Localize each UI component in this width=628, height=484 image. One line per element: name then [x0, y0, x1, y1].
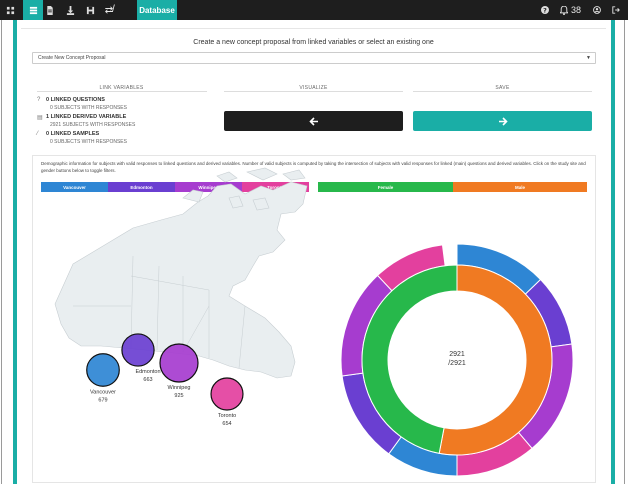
concept-proposal-panel: Create a new concept proposal from linke…: [21, 28, 606, 483]
bubble-value: 679: [98, 397, 107, 403]
bubble-vancouver[interactable]: [86, 353, 120, 387]
demographics-visualization: Vancouver 679 Edmonton 663 Winnipeg 925 Toront…: [54, 167, 574, 477]
bell-icon[interactable]: [559, 0, 569, 20]
stat-subtitle: 0 SUBJECTS WITH RESPONSES: [50, 139, 127, 145]
bubble-label: Vancouver: [90, 389, 116, 395]
next-button[interactable]: [413, 111, 592, 131]
tab-database[interactable]: Database: [137, 0, 177, 20]
donut-inner-female[interactable]: [361, 264, 458, 454]
breadcrumb-separator: /: [112, 4, 115, 15]
section-divider: [37, 91, 207, 92]
document-icon[interactable]: [40, 0, 60, 20]
site-bubbles: Vancouver 679 Edmonton 663 Winnipeg 925 Toront…: [86, 333, 244, 427]
table-icon: ▤: [37, 115, 43, 121]
logout-icon[interactable]: [610, 0, 622, 20]
stat-subtitle: 0 SUBJECTS WITH RESPONSES: [50, 105, 127, 111]
svg-text:?: ?: [543, 6, 547, 14]
bubble-toronto[interactable]: [210, 377, 244, 411]
section-save: SAVE: [495, 85, 510, 91]
bubble-edmonton[interactable]: [121, 333, 155, 367]
bubble-label: Edmonton: [135, 369, 160, 375]
notification-count[interactable]: 38: [570, 5, 581, 15]
filter-winnipeg[interactable]: Winnipeg: [175, 182, 242, 192]
demographics-description: Demographic information for subjects wit…: [41, 161, 586, 173]
left-frame-line: [1, 20, 2, 484]
filter-female[interactable]: Female: [318, 182, 453, 192]
database-icon[interactable]: [23, 0, 43, 20]
bubble-value: 654: [222, 421, 231, 427]
section-link-variables: LINK VARIABLES: [99, 85, 144, 91]
caret-down-icon: ▼: [586, 55, 591, 61]
stat-subtitle: 2921 SUBJECTS WITH RESPONSES: [50, 122, 136, 128]
menu-icon[interactable]: [0, 0, 20, 20]
donut-inner-male[interactable]: [438, 264, 553, 456]
concept-proposal-select[interactable]: Create New Concept Proposal ▼: [32, 52, 596, 64]
donut-center-value: 2921: [449, 351, 465, 358]
filter-male[interactable]: Male: [453, 182, 587, 192]
arrow-right-icon: [498, 116, 508, 126]
filter-toronto[interactable]: Toronto: [242, 182, 309, 192]
bubble-label: Toronto: [218, 413, 236, 419]
user-icon[interactable]: [591, 0, 603, 20]
section-divider: [413, 91, 592, 92]
top-navbar: ⇄ / Database ? 38: [0, 0, 628, 20]
left-accent-bar: [13, 20, 17, 484]
right-accent-bar: [611, 20, 615, 484]
help-icon[interactable]: ?: [539, 0, 551, 20]
bubble-winnipeg[interactable]: [159, 343, 199, 383]
filter-vancouver[interactable]: Vancouver: [41, 182, 108, 192]
pipette-icon: ⁄: [37, 131, 39, 137]
right-frame-line: [624, 20, 625, 484]
arrow-left-icon: [308, 116, 318, 126]
bubble-label: Winnipeg: [168, 385, 191, 391]
stat-title: 1 LINKED DERIVED VARIABLE: [46, 114, 127, 120]
question-icon: ?: [37, 97, 41, 103]
bubble-value: 925: [174, 393, 183, 399]
filter-edmonton[interactable]: Edmonton: [108, 182, 175, 192]
canada-map: [54, 167, 308, 379]
section-divider: [224, 91, 403, 92]
donut-chart: [340, 243, 574, 477]
demographics-section: Demographic information for subjects wit…: [32, 155, 596, 483]
back-button[interactable]: [224, 111, 403, 131]
select-value: Create New Concept Proposal: [38, 55, 106, 61]
panel-title: Create a new concept proposal from linke…: [193, 39, 434, 46]
section-visualize: VISUALIZE: [299, 85, 328, 91]
stat-title: 0 LINKED SAMPLES: [46, 131, 100, 137]
donut-center-total: /2921: [448, 360, 466, 367]
swap-icon[interactable]: ⇄: [104, 4, 114, 16]
save-icon[interactable]: [80, 0, 100, 20]
download-icon[interactable]: [60, 0, 80, 20]
stat-title: 0 LINKED QUESTIONS: [46, 97, 105, 103]
bubble-value: 663: [143, 377, 152, 383]
